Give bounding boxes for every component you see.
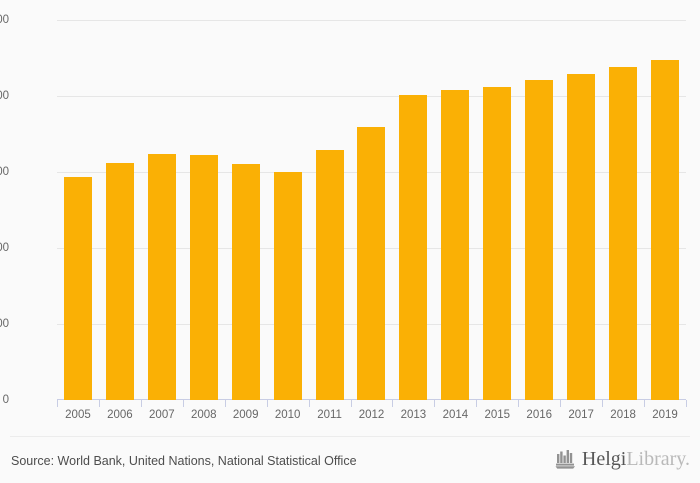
x-axis: 2005 2006 2007 2008 2009 2010 2011 2012 2013 2014… (57, 400, 687, 428)
x-axis-tick (392, 400, 394, 407)
x-axis-tick (686, 400, 687, 407)
bar[interactable] (147, 154, 176, 400)
y-axis-tick-label: 1 000 (0, 14, 9, 26)
library-books-icon (555, 450, 575, 469)
bar[interactable] (315, 149, 344, 400)
bar[interactable] (483, 87, 512, 400)
x-axis-tick-label: 2014 (442, 409, 469, 421)
x-axis-tick (182, 400, 184, 407)
footer-divider (10, 436, 690, 437)
bar-slot (183, 20, 225, 400)
x-axis-tick-label: 2017 (568, 409, 594, 421)
bar[interactable] (567, 73, 596, 400)
x-axis-tick (308, 400, 310, 407)
helgi-library-logo[interactable]: HelgiLibrary. (555, 449, 690, 469)
bar-slot (225, 20, 267, 400)
bar-slot (57, 20, 99, 400)
x-axis-tick-label: 2013 (400, 409, 427, 421)
x-axis-tick-label: 2016 (526, 409, 553, 421)
bar[interactable] (357, 126, 386, 400)
bar-slot (392, 20, 434, 400)
x-axis-tick (224, 400, 226, 407)
bar-slot (476, 20, 518, 400)
x-axis-tick (476, 400, 478, 407)
x-axis-tick (644, 400, 646, 407)
x-axis-tick-label: 2005 (65, 409, 91, 421)
bar[interactable] (609, 67, 638, 400)
bar-slot (602, 20, 644, 400)
x-axis-tick (350, 400, 352, 407)
bar-slot (309, 20, 351, 400)
x-axis-tick-label: 2015 (484, 409, 511, 421)
bar-slot (644, 20, 686, 400)
x-axis-tick-label: 2018 (610, 409, 636, 421)
brand-wordmark: HelgiLibrary. (582, 449, 690, 469)
x-axis-tick-label: 2010 (274, 409, 301, 421)
bar[interactable] (273, 172, 302, 400)
bar-slot (518, 20, 560, 400)
x-axis-tick (266, 400, 268, 407)
chart-footer: Source: World Bank, United Nations, Nati… (0, 436, 700, 483)
bar[interactable] (189, 154, 218, 400)
bar[interactable] (525, 80, 554, 400)
x-axis-tick-label: 2009 (232, 409, 259, 421)
x-axis-tick (518, 400, 520, 407)
bar-slot (267, 20, 309, 400)
bar-slot (141, 20, 183, 400)
x-axis-tick-label: 2007 (149, 409, 175, 421)
x-axis-tick-label: 2012 (358, 409, 385, 421)
bar-series (57, 20, 686, 400)
x-axis-tick (560, 400, 562, 407)
bar[interactable] (651, 59, 680, 400)
y-axis-tick-label: 800 (0, 90, 9, 102)
bar[interactable] (63, 176, 92, 400)
bar[interactable] (399, 94, 428, 400)
x-axis-tick-label: 2006 (107, 409, 133, 421)
bar-slot (99, 20, 141, 400)
y-axis-tick-label: 600 (0, 166, 9, 178)
gridline (57, 96, 686, 97)
x-axis-tick (57, 400, 58, 407)
bar-slot (434, 20, 476, 400)
bar[interactable] (441, 89, 470, 400)
x-axis-tick (140, 400, 142, 407)
bar-slot (560, 20, 602, 400)
source-note: Source: World Bank, United Nations, Nati… (11, 454, 357, 468)
y-axis-tick-label: 0 (2, 394, 9, 406)
gridline (57, 20, 686, 21)
x-axis-tick-label: 2008 (190, 409, 217, 421)
brand-helgi-text: Helgi (581, 448, 627, 470)
x-axis-tick-label: 2019 (652, 409, 678, 421)
x-axis-tick (434, 400, 436, 407)
bar[interactable] (231, 164, 260, 400)
plot-area (57, 20, 686, 400)
bar[interactable] (105, 163, 134, 400)
bar-slot (351, 20, 393, 400)
x-axis-tick (98, 400, 100, 407)
brand-library-text: Library. (626, 448, 690, 470)
x-axis-tick (602, 400, 604, 407)
y-axis-tick-label: 400 (0, 242, 9, 254)
x-axis-tick-label: 2011 (317, 409, 342, 421)
y-axis-tick-label: 200 (0, 318, 9, 330)
